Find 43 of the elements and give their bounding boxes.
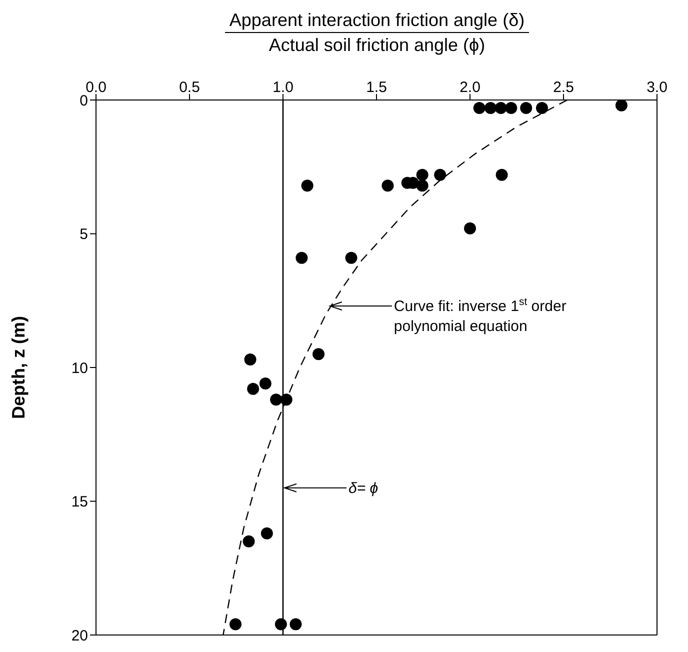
point bbox=[312, 348, 325, 360]
x-axis-title: Apparent interaction friction angle (δ) Actual soil friction angle (ϕ) bbox=[228, 9, 526, 57]
point bbox=[416, 180, 428, 192]
point bbox=[274, 618, 287, 630]
point bbox=[260, 527, 273, 540]
point bbox=[416, 168, 428, 181]
point bbox=[230, 618, 242, 630]
annotation: δ= ϕ bbox=[348, 480, 378, 497]
point bbox=[244, 353, 256, 366]
point bbox=[434, 168, 446, 181]
point bbox=[242, 535, 255, 548]
point bbox=[280, 394, 292, 406]
x-tick-label: 2.5 bbox=[553, 79, 574, 96]
point bbox=[270, 394, 282, 406]
x-tick-label: 0.0 bbox=[86, 79, 106, 96]
point bbox=[520, 102, 532, 114]
point bbox=[473, 102, 486, 114]
y-tick-label: 10 bbox=[71, 360, 88, 377]
x-tick-label: 1.5 bbox=[366, 79, 387, 96]
x-tick-label: 0.5 bbox=[179, 79, 200, 96]
point bbox=[505, 102, 518, 114]
y-tick-label: 0 bbox=[80, 92, 88, 110]
point bbox=[615, 100, 628, 112]
point bbox=[484, 102, 497, 114]
point bbox=[290, 618, 302, 630]
x-tick-label: 1.0 bbox=[272, 79, 294, 96]
point bbox=[247, 382, 260, 395]
x-tick-label: 2.0 bbox=[460, 79, 480, 96]
x-tick-label: 3.0 bbox=[646, 79, 668, 96]
y-tick-label: 20 bbox=[71, 627, 88, 644]
y-tick-label: 15 bbox=[71, 494, 88, 511]
point bbox=[296, 252, 308, 264]
point bbox=[382, 180, 394, 192]
point bbox=[536, 102, 548, 114]
point bbox=[345, 252, 358, 264]
y-axis-title: Depth, z (m) bbox=[8, 316, 28, 419]
point bbox=[494, 102, 507, 114]
point bbox=[464, 222, 476, 234]
annotation: Curve fit: inverse 1$^{st}$ order polynomial equation bbox=[394, 296, 566, 335]
point bbox=[259, 378, 272, 390]
point bbox=[496, 168, 508, 181]
y-tick-label: 5 bbox=[80, 226, 88, 244]
point bbox=[301, 180, 314, 192]
